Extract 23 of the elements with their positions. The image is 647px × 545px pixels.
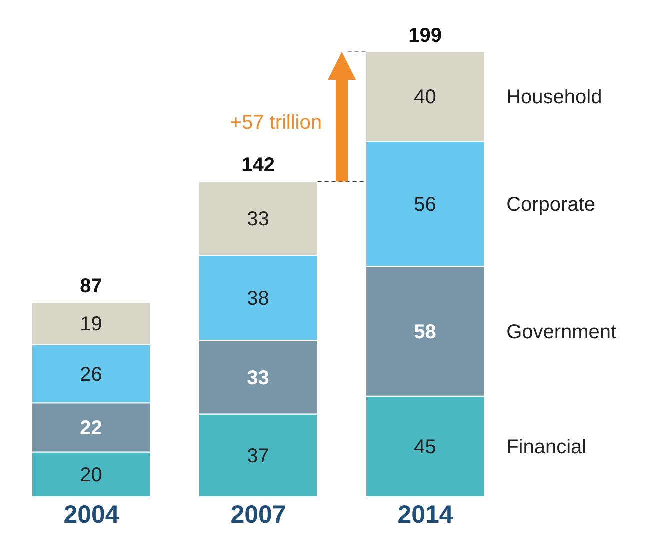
x-tick-label: 2007: [230, 500, 286, 529]
series-label: Household: [506, 86, 602, 109]
total-label: 199: [408, 25, 442, 47]
total-label: 87: [80, 275, 102, 298]
x-tick-label: 2014: [398, 500, 454, 529]
data-label: 19: [80, 314, 102, 336]
data-label: 45: [414, 436, 436, 459]
data-label: 37: [247, 446, 270, 468]
data-label: 38: [247, 288, 270, 310]
data-label: 33: [247, 208, 270, 231]
data-label: 40: [414, 86, 436, 109]
x-tick-label: 2004: [64, 500, 120, 529]
annotation: +57 trillion: [230, 112, 322, 134]
data-label: 22: [80, 418, 102, 440]
data-label: 26: [80, 364, 102, 386]
data-label: 20: [80, 464, 102, 487]
total-label: 142: [242, 154, 275, 177]
data-label: 56: [414, 194, 436, 216]
series-label: Government: [506, 322, 618, 344]
series-label: Corporate: [506, 194, 596, 216]
data-label: 58: [414, 322, 436, 344]
series-label: Financial: [506, 436, 587, 459]
data-label: 33: [247, 367, 270, 390]
